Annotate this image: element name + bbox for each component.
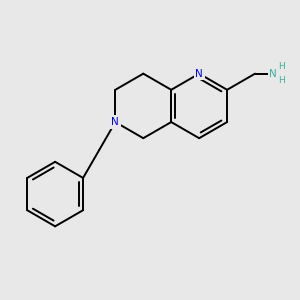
Text: N: N xyxy=(195,69,203,79)
Text: N: N xyxy=(269,69,277,79)
Text: H: H xyxy=(278,62,285,71)
Text: H: H xyxy=(278,76,285,85)
Text: N: N xyxy=(112,117,119,127)
